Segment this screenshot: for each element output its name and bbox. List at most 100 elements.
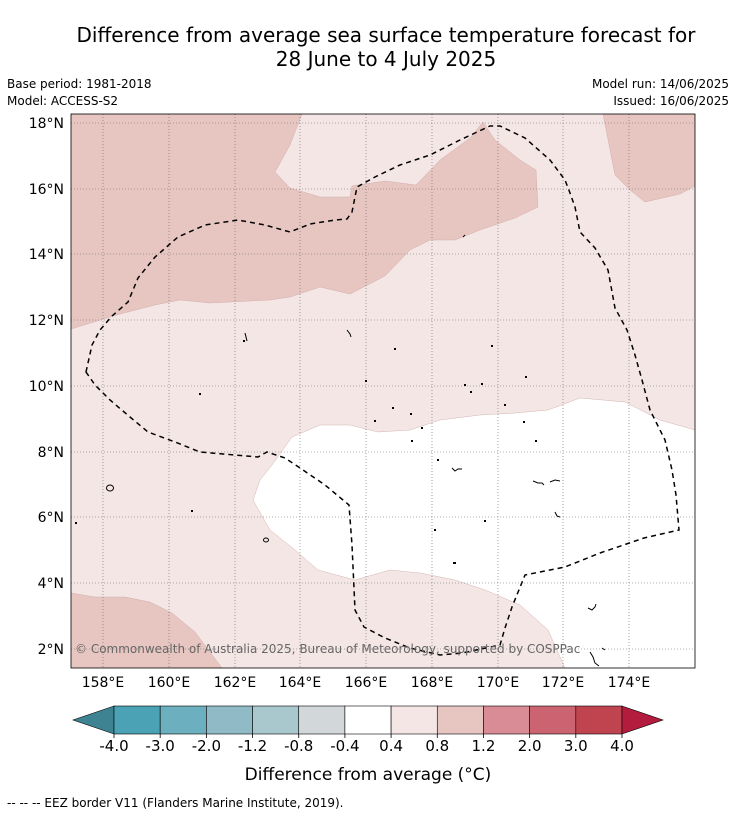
island-outline — [244, 332, 248, 342]
colorbar-tick-label: 3.0 — [564, 737, 588, 755]
island-outline — [589, 651, 600, 667]
atoll-dot — [410, 413, 412, 415]
colorbar-extend-high — [621, 705, 664, 735]
lat-label: 16°N — [29, 182, 64, 198]
colorbar-tick-label: -0.8 — [284, 737, 313, 755]
atoll-dot — [365, 380, 367, 382]
map-plot-area — [71, 114, 695, 668]
colorbar-segment — [113, 705, 161, 735]
colorbar-tick-label: 1.2 — [472, 737, 496, 755]
lat-label: 12°N — [29, 313, 64, 329]
atoll-dot — [392, 407, 394, 409]
colorbar-segment — [483, 705, 530, 735]
atoll-dot — [199, 393, 201, 395]
gridlines — [71, 114, 695, 668]
atoll-dot — [75, 522, 77, 524]
warm-region-northwest — [71, 114, 539, 330]
atoll-dot — [243, 340, 245, 342]
map-frame — [70, 113, 696, 669]
atoll-dot — [491, 345, 493, 347]
lat-label: 10°N — [29, 379, 64, 395]
atoll-dot — [470, 391, 472, 393]
atoll-dot — [434, 529, 436, 531]
lat-label: 6°N — [38, 510, 64, 526]
lat-label: 8°N — [38, 445, 64, 461]
colorbar-tick-label: 4.0 — [610, 737, 634, 755]
warm-region-northeast — [602, 114, 695, 203]
eez-border — [85, 125, 680, 656]
lon-label: 172°E — [542, 675, 585, 691]
colorbar-label: Difference from average (°C) — [245, 765, 492, 785]
atoll-dot — [394, 348, 396, 350]
title-line-1: Difference from average sea surface temp… — [76, 23, 696, 47]
island-outline — [462, 234, 466, 238]
island-outline — [106, 484, 114, 492]
atoll-dot — [464, 384, 466, 386]
longitude-labels: 158°E 160°E 162°E 164°E 166°E 168°E 170°E 172°E… — [82, 675, 651, 691]
warm-region-southwest — [71, 592, 223, 668]
lon-label: 158°E — [82, 675, 125, 691]
colorbar-tick-label: -4.0 — [99, 737, 128, 755]
colorbar-segment — [575, 705, 623, 735]
atoll-dot — [374, 420, 376, 422]
island-outline — [554, 511, 561, 518]
colorbar-segment — [436, 705, 484, 735]
lat-label: 18°N — [29, 116, 64, 132]
atoll-dot — [525, 376, 527, 378]
atoll-dot — [535, 440, 537, 442]
lon-label: 162°E — [214, 675, 257, 691]
colorbar-tick-label: -2.0 — [192, 737, 221, 755]
lon-label: 164°E — [279, 675, 322, 691]
eez-legend-note: -- -- -- EEZ border V11 (Flanders Marine… — [7, 796, 344, 810]
atoll-dot — [421, 427, 423, 429]
lat-label: 14°N — [29, 247, 64, 263]
atoll-dot — [523, 421, 525, 423]
lon-label: 168°E — [411, 675, 454, 691]
atoll-dot — [484, 520, 486, 522]
colorbar: -4.0 -3.0 -2.0 -1.2 -0.8 -0.4 0.4 0.8 1.2 2.0 3.0 4… — [72, 705, 664, 755]
colorbar-segment — [344, 705, 392, 735]
lon-label: 160°E — [148, 675, 191, 691]
colorbar-tick-label: -0.4 — [330, 737, 359, 755]
model-run: Model run: 14/06/2025 — [591, 77, 729, 91]
colorbar-segment — [529, 705, 577, 735]
map-copyright: © Commonwealth of Australia 2025, Bureau… — [75, 642, 580, 656]
colorbar-segment — [390, 705, 438, 735]
colorbar-extend-low — [72, 705, 115, 735]
base-period: Base period: 1981-2018 — [7, 77, 152, 91]
colorbar-segment — [298, 705, 346, 735]
island-outline — [263, 537, 269, 543]
atoll-dot — [504, 404, 506, 406]
island-outline — [451, 467, 462, 472]
colorbar-tick-label: 0.4 — [379, 737, 403, 755]
island-outline — [532, 480, 545, 486]
atoll-dot — [481, 383, 483, 385]
island-outlines — [106, 234, 606, 667]
colorbar-segment — [252, 705, 300, 735]
colorbar-segment — [206, 705, 253, 735]
lon-label: 170°E — [477, 675, 520, 691]
colorbar-segment — [159, 705, 207, 735]
atoll-dot — [411, 440, 413, 442]
island-outline — [601, 647, 606, 651]
lat-label: 4°N — [38, 576, 64, 592]
neutral-region — [252, 397, 695, 668]
colorbar-tick-label: -3.0 — [146, 737, 175, 755]
colorbar-tick-label: 0.8 — [425, 737, 449, 755]
issued-date: Issued: 16/06/2025 — [613, 94, 729, 108]
atoll-dot — [453, 562, 456, 564]
lon-label: 166°E — [345, 675, 388, 691]
atoll-dot — [191, 510, 193, 512]
island-outline — [587, 603, 597, 611]
island-outline — [346, 329, 352, 338]
atoll-dots — [75, 340, 537, 564]
atoll-dot — [437, 459, 439, 461]
lat-label: 2°N — [38, 642, 64, 658]
title-line-2: 28 June to 4 July 2025 — [275, 47, 497, 71]
colorbar-tick-label: -1.2 — [238, 737, 267, 755]
model-name: Model: ACCESS-S2 — [7, 94, 119, 108]
island-outline — [549, 479, 561, 483]
lon-label: 174°E — [608, 675, 651, 691]
colorbar-tick-label: 2.0 — [518, 737, 542, 755]
